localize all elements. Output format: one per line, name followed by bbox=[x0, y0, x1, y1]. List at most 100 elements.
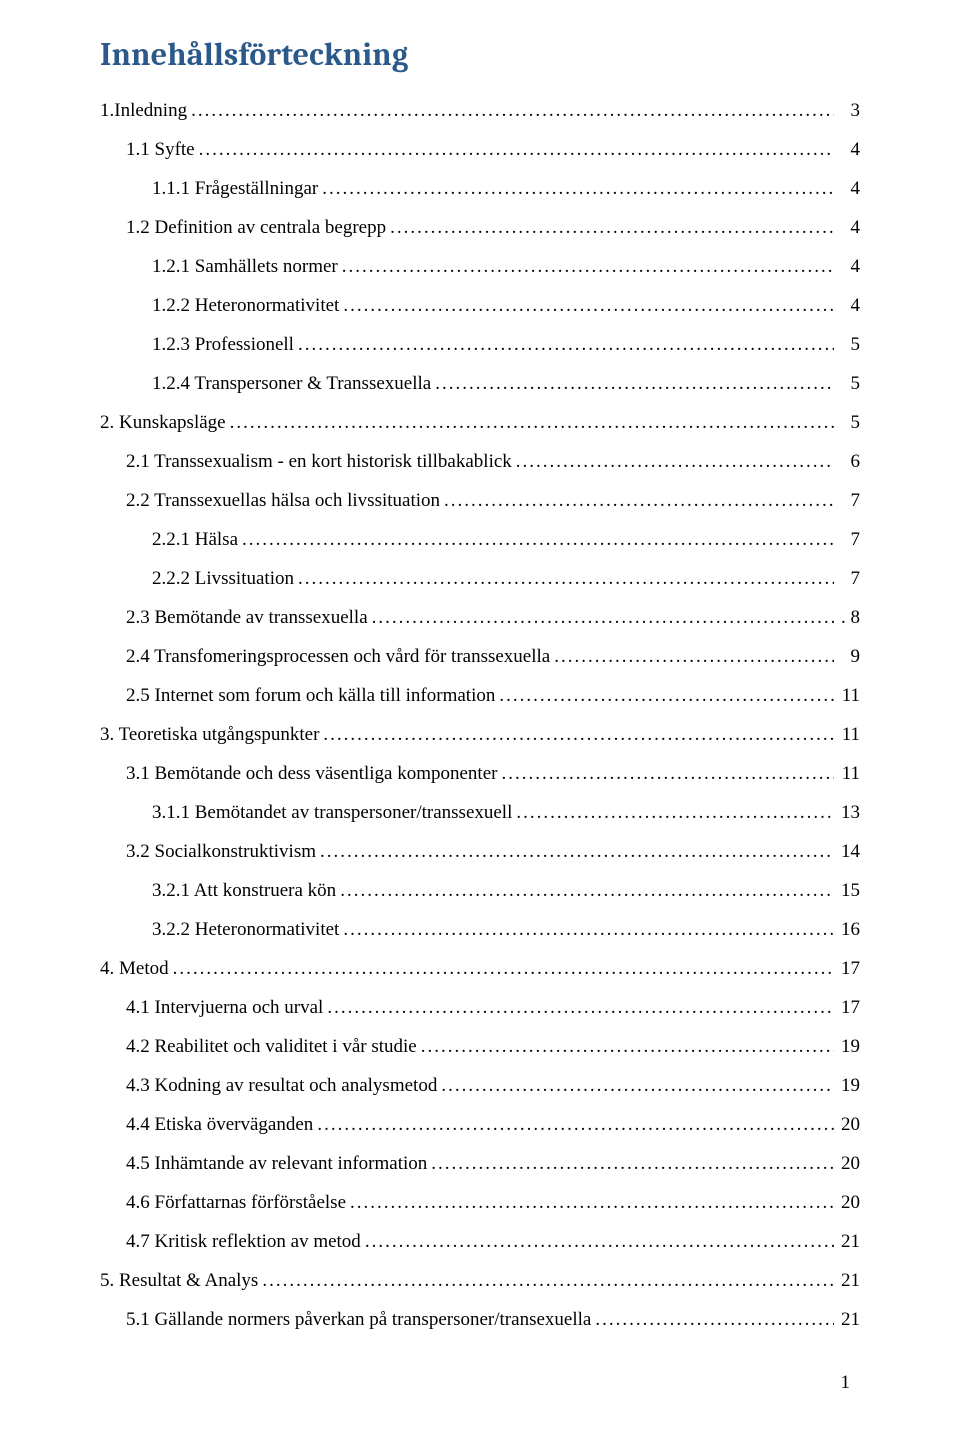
toc-entry[interactable]: 4. Metod17 bbox=[100, 959, 860, 978]
toc-entry-label: 2.5 Internet som forum och källa till in… bbox=[126, 686, 495, 705]
toc-entry[interactable]: 1.2.1 Samhällets normer 4 bbox=[100, 257, 860, 276]
toc-entry-label: 2.2.1 Hälsa bbox=[152, 530, 238, 549]
toc-entry[interactable]: 3.2.2 Heteronormativitet 16 bbox=[100, 920, 860, 939]
toc-entry-label: 2. Kunskapsläge bbox=[100, 413, 226, 432]
toc-entry[interactable]: 4.7 Kritisk reflektion av metod21 bbox=[100, 1232, 860, 1251]
toc-entry-page: . 8 bbox=[838, 608, 860, 627]
toc-entry-label: 4.4 Etiska överväganden bbox=[126, 1115, 313, 1134]
toc-entry-label: 5. Resultat & Analys bbox=[100, 1271, 258, 1290]
toc-entry[interactable]: 1.2.4 Transpersoner & Transsexuella 5 bbox=[100, 374, 860, 393]
toc-dot-leader bbox=[342, 257, 834, 276]
toc-dot-leader bbox=[173, 959, 834, 978]
toc-entry-label: 1.2.2 Heteronormativitet bbox=[152, 296, 339, 315]
toc-dot-leader bbox=[343, 920, 834, 939]
toc-entry[interactable]: 5. Resultat & Analys 21 bbox=[100, 1271, 860, 1290]
toc-entry[interactable]: 3.2.1 Att konstruera kön15 bbox=[100, 881, 860, 900]
toc-entry-page: 20 bbox=[838, 1193, 860, 1212]
toc-entry[interactable]: 4.2 Reabilitet och validitet i vår studi… bbox=[100, 1037, 860, 1056]
toc-entry[interactable]: 4.1 Intervjuerna och urval17 bbox=[100, 998, 860, 1017]
toc-entry-label: 2.2.2 Livssituation bbox=[152, 569, 294, 588]
toc-entry-page: 4 bbox=[838, 218, 860, 237]
toc-dot-leader bbox=[322, 179, 834, 198]
toc-entry[interactable]: 2.2.2 Livssituation 7 bbox=[100, 569, 860, 588]
toc-entry[interactable]: 2.2.1 Hälsa7 bbox=[100, 530, 860, 549]
toc-entry-page: 4 bbox=[838, 179, 860, 198]
toc-entry-label: 1.2.1 Samhällets normer bbox=[152, 257, 338, 276]
toc-entry-page: 14 bbox=[838, 842, 860, 861]
toc-entry-label: 4.3 Kodning av resultat och analysmetod bbox=[126, 1076, 437, 1095]
toc-entry[interactable]: 2.1 Transsexualism - en kort historisk t… bbox=[100, 452, 860, 471]
toc-entry-page: 21 bbox=[838, 1271, 860, 1290]
toc-entry-label: 2.1 Transsexualism - en kort historisk t… bbox=[126, 452, 512, 471]
page-number: 1 bbox=[841, 1372, 851, 1394]
toc-entry[interactable]: 1.2.2 Heteronormativitet 4 bbox=[100, 296, 860, 315]
toc-dot-leader bbox=[262, 1271, 834, 1290]
toc-entry-page: 16 bbox=[838, 920, 860, 939]
toc-entry[interactable]: 4.5 Inhämtande av relevant information20 bbox=[100, 1154, 860, 1173]
toc-entry[interactable]: 3.1.1 Bemötandet av transpersoner/transs… bbox=[100, 803, 860, 822]
toc-dot-leader bbox=[343, 296, 834, 315]
toc-entry-label: 3.2.2 Heteronormativitet bbox=[152, 920, 339, 939]
toc-dot-leader bbox=[441, 1076, 834, 1095]
toc-entry[interactable]: 2.5 Internet som forum och källa till in… bbox=[100, 686, 860, 705]
toc-entry-label: 3.1 Bemötande och dess väsentliga kompon… bbox=[126, 764, 497, 783]
toc-entry-page: 7 bbox=[838, 569, 860, 588]
toc-entry[interactable]: 1.2.3 Professionell5 bbox=[100, 335, 860, 354]
toc-entry-label: 2.4 Transfomeringsprocessen och vård för… bbox=[126, 647, 550, 666]
toc-entry-label: 1.1 Syfte bbox=[126, 140, 195, 159]
toc-entry[interactable]: 4.3 Kodning av resultat och analysmetod 1… bbox=[100, 1076, 860, 1095]
toc-entry[interactable]: 1.1 Syfte4 bbox=[100, 140, 860, 159]
toc-entry-label: 3. Teoretiska utgångspunkter bbox=[100, 725, 319, 744]
toc-entry[interactable]: 3. Teoretiska utgångspunkter 11 bbox=[100, 725, 860, 744]
toc-entry-page: 21 bbox=[838, 1232, 860, 1251]
toc-entry[interactable]: 2.3 Bemötande av transsexuella. 8 bbox=[100, 608, 860, 627]
page-title: Innehållsförteckning bbox=[100, 36, 860, 73]
toc-entry[interactable]: 1.1.1 Frågeställningar 4 bbox=[100, 179, 860, 198]
toc-entry-page: 11 bbox=[838, 764, 860, 783]
toc-entry-page: 19 bbox=[838, 1037, 860, 1056]
toc-dot-leader bbox=[516, 452, 834, 471]
toc-dot-leader bbox=[242, 530, 834, 549]
toc-entry[interactable]: 2. Kunskapsläge 5 bbox=[100, 413, 860, 432]
toc-dot-leader bbox=[340, 881, 834, 900]
toc-entry-page: 4 bbox=[838, 296, 860, 315]
toc-entry-page: 9 bbox=[838, 647, 860, 666]
toc-entry-page: 20 bbox=[838, 1115, 860, 1134]
toc-entry[interactable]: 1.Inledning3 bbox=[100, 101, 860, 120]
table-of-contents: 1.Inledning31.1 Syfte41.1.1 Frågeställni… bbox=[100, 101, 860, 1329]
toc-dot-leader bbox=[390, 218, 834, 237]
toc-entry[interactable]: 4.4 Etiska överväganden 20 bbox=[100, 1115, 860, 1134]
toc-entry-page: 7 bbox=[838, 491, 860, 510]
toc-dot-leader bbox=[327, 998, 834, 1017]
toc-dot-leader bbox=[323, 725, 834, 744]
toc-entry-page: 19 bbox=[838, 1076, 860, 1095]
toc-entry-page: 11 bbox=[838, 725, 860, 744]
toc-dot-leader bbox=[365, 1232, 834, 1251]
toc-entry[interactable]: 1.2 Definition av centrala begrepp4 bbox=[100, 218, 860, 237]
toc-entry-page: 17 bbox=[838, 998, 860, 1017]
toc-entry[interactable]: 4.6 Författarnas förförståelse20 bbox=[100, 1193, 860, 1212]
toc-entry-label: 1.2.3 Professionell bbox=[152, 335, 294, 354]
toc-entry-page: 5 bbox=[838, 413, 860, 432]
toc-entry[interactable]: 5.1 Gällande normers påverkan på transpe… bbox=[100, 1310, 860, 1329]
toc-dot-leader bbox=[372, 608, 834, 627]
toc-entry-page: 11 bbox=[838, 686, 860, 705]
toc-dot-leader bbox=[499, 686, 834, 705]
toc-dot-leader bbox=[431, 1154, 834, 1173]
toc-entry[interactable]: 3.2 Socialkonstruktivism14 bbox=[100, 842, 860, 861]
toc-entry-page: 3 bbox=[838, 101, 860, 120]
toc-entry-page: 5 bbox=[838, 374, 860, 393]
toc-dot-leader bbox=[435, 374, 834, 393]
toc-entry[interactable]: 2.2 Transsexuellas hälsa och livssituati… bbox=[100, 491, 860, 510]
toc-entry[interactable]: 2.4 Transfomeringsprocessen och vård för… bbox=[100, 647, 860, 666]
toc-entry-page: 6 bbox=[838, 452, 860, 471]
toc-dot-leader bbox=[199, 140, 834, 159]
toc-entry-page: 4 bbox=[838, 257, 860, 276]
toc-entry-label: 1.2.4 Transpersoner & Transsexuella bbox=[152, 374, 431, 393]
toc-entry[interactable]: 3.1 Bemötande och dess väsentliga kompon… bbox=[100, 764, 860, 783]
toc-entry-page: 21 bbox=[838, 1310, 860, 1329]
toc-dot-leader bbox=[191, 101, 834, 120]
toc-entry-label: 1.1.1 Frågeställningar bbox=[152, 179, 318, 198]
toc-dot-leader bbox=[421, 1037, 834, 1056]
toc-dot-leader bbox=[350, 1193, 834, 1212]
